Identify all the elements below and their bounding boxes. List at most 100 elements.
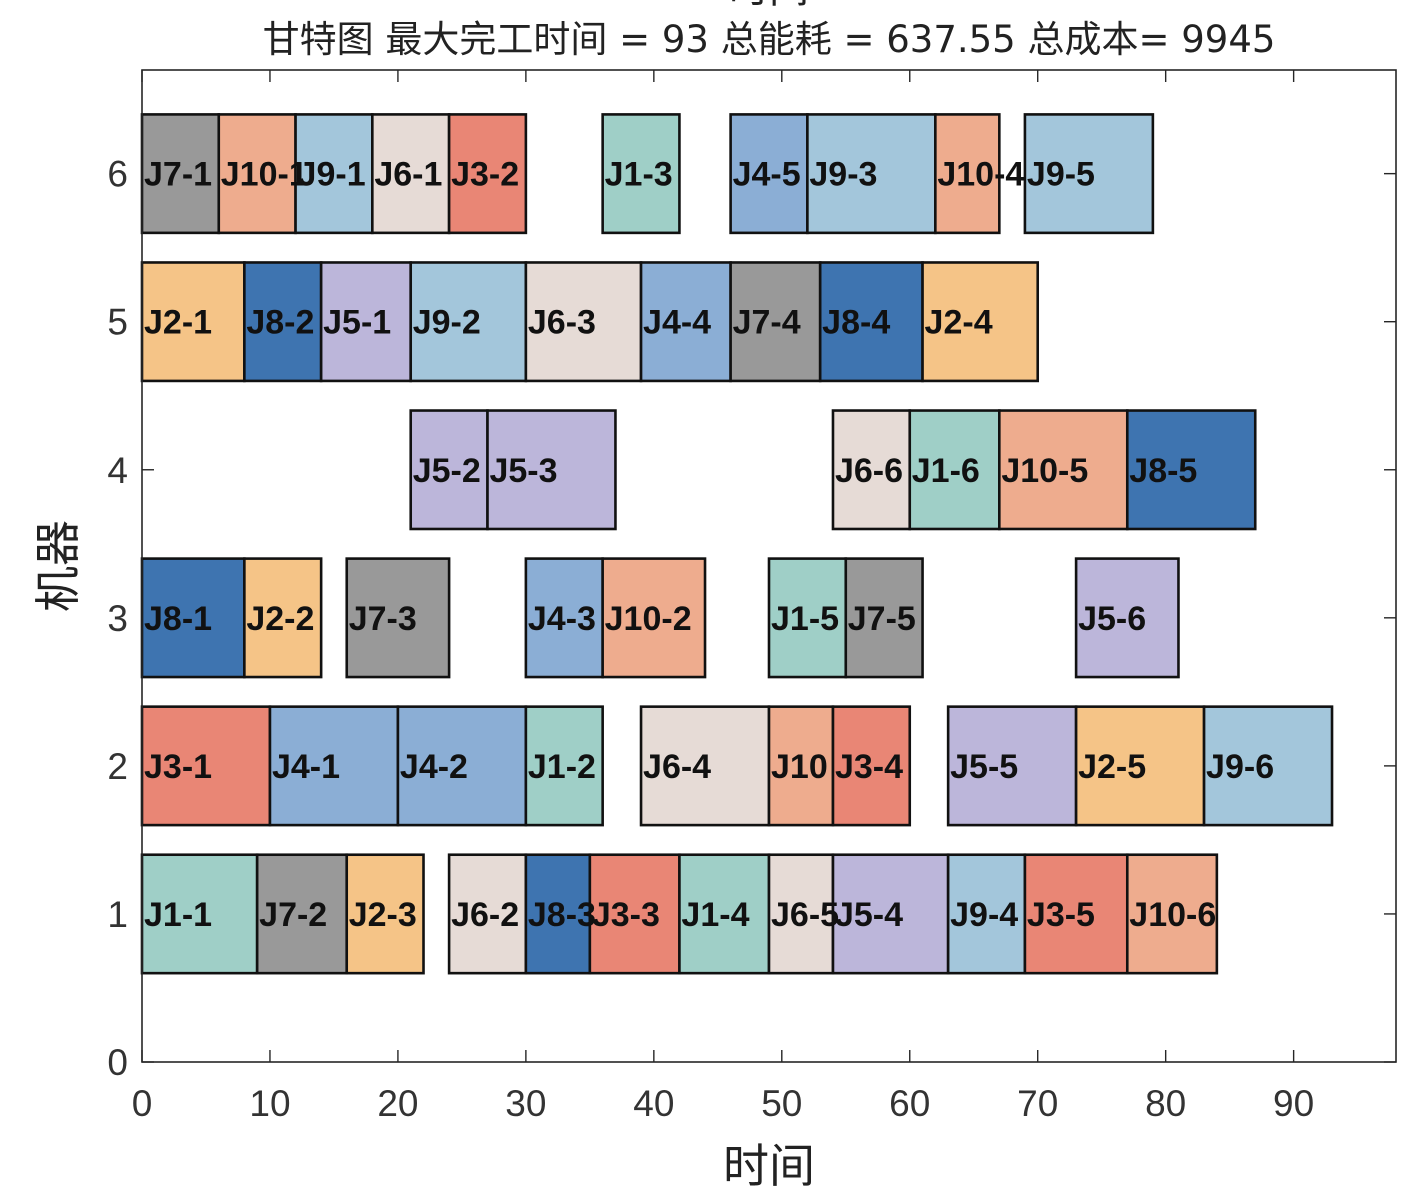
task-bar-j4-4 <box>639 261 732 383</box>
task-label-j5-2: J5-2 <box>413 452 481 490</box>
task-label-j7-1: J7-1 <box>144 156 212 194</box>
task-bar-j2-1 <box>140 261 246 383</box>
task-label-j7-3: J7-3 <box>349 600 417 638</box>
task-bar-j7-1 <box>140 113 221 235</box>
task-bar-j7-5 <box>844 557 924 679</box>
task-label-j8-3: J8-3 <box>528 896 596 934</box>
task-bar-j5-6 <box>1074 557 1180 679</box>
x-axis-label: 时间 <box>723 1139 815 1193</box>
task-label-j3-4: J3-4 <box>835 748 903 786</box>
task-bar-j7-3 <box>345 557 451 679</box>
task-label-j1-4: J1-4 <box>681 896 749 934</box>
task-bar-j10 <box>767 705 835 827</box>
task-label-j10-2: J10-2 <box>605 600 692 638</box>
plot-frame <box>141 69 1397 1063</box>
task-label-j10-6: J10-6 <box>1129 896 1216 934</box>
task-label-j7-2: J7-2 <box>259 896 327 934</box>
task-label-j8-4: J8-4 <box>822 304 890 342</box>
y-tick-label: 0 <box>107 1042 128 1083</box>
task-label-j10-5: J10-5 <box>1001 452 1088 490</box>
task-label-j2-4: J2-4 <box>925 304 993 342</box>
x-tick-label: 20 <box>377 1083 418 1124</box>
task-bar-j7-2 <box>255 853 349 975</box>
task-labels: J7-1 J10-1J9-1 J6-1 J3-2 J1-3 J4-5 J9-3 J10-4 J9… <box>144 156 1274 934</box>
chart-title-top: 时间 <box>729 0 809 12</box>
task-label-j5-1: J5-1 <box>323 304 391 342</box>
task-bar-j7-4 <box>729 261 822 383</box>
y-tick-label: 4 <box>107 450 128 491</box>
task-label-j8-2: J8-2 <box>246 304 314 342</box>
task-bar-j9-2 <box>409 261 528 383</box>
task-label-j1-5: J1-5 <box>771 600 839 638</box>
task-label-j3-1: J3-1 <box>144 748 212 786</box>
task-label-j1-3: J1-3 <box>605 156 673 194</box>
task-label-j6-1: J6-1 <box>374 156 442 194</box>
task-label-j10-4: J10-4 <box>937 156 1024 194</box>
task-label-j4-1: J4-1 <box>272 748 340 786</box>
task-label-j10: J10 <box>771 748 828 786</box>
task-bar-j8-2 <box>243 261 323 383</box>
y-tick-label: 1 <box>107 894 128 935</box>
task-label-j4-3: J4-3 <box>528 600 596 638</box>
task-bar-j8-1 <box>140 557 246 679</box>
task-label-j6-4: J6-4 <box>643 748 711 786</box>
x-tick-label: 0 <box>132 1083 153 1124</box>
y-tick-label: 5 <box>107 302 128 343</box>
task-label-j3-3: J3-3 <box>592 896 660 934</box>
task-bar-j9-3 <box>806 113 937 235</box>
task-label-j2-2: J2-2 <box>246 600 314 638</box>
y-tick-label: 2 <box>107 746 128 787</box>
x-tick-label: 60 <box>889 1083 930 1124</box>
task-bar-j10-2 <box>601 557 707 679</box>
x-tick-label: 10 <box>249 1083 290 1124</box>
task-bar-j8-5 <box>1125 409 1257 531</box>
task-label-j4-4: J4-4 <box>643 304 711 342</box>
task-bar-j10-6 <box>1125 853 1219 975</box>
task-bar-j5-3 <box>486 409 617 531</box>
task-label-j9-2: J9-2 <box>413 304 481 342</box>
task-bar-j6-1 <box>371 113 451 235</box>
task-label-j5-5: J5-5 <box>950 748 1018 786</box>
task-label-j8-1: J8-1 <box>144 600 212 638</box>
x-axis-ticks: 0 10 20 30 40 50 60 70 80 90 <box>132 70 1314 1124</box>
task-bar-j10-1 <box>217 113 297 235</box>
task-bars <box>140 113 1334 975</box>
task-bar-j3-2 <box>447 113 528 235</box>
task-bar-j4-5 <box>729 113 809 235</box>
task-label-j1-6: J1-6 <box>912 452 980 490</box>
task-bar-j6-4 <box>639 705 771 827</box>
task-label-j1-1: J1-1 <box>144 896 212 934</box>
x-tick-label: 80 <box>1145 1083 1186 1124</box>
task-bar-j6-2 <box>447 853 528 975</box>
x-tick-label: 90 <box>1273 1083 1314 1124</box>
task-label-j6-3: J6-3 <box>528 304 596 342</box>
task-bar-j1-3 <box>601 113 681 235</box>
task-label-j5-6: J5-6 <box>1078 600 1146 638</box>
task-bar-j2-3 <box>345 853 425 975</box>
task-label-j3-5: J3-5 <box>1027 896 1095 934</box>
task-label-j8-5: J8-5 <box>1129 452 1197 490</box>
chart-title: 甘特图 最大完工时间 = 93 总能耗 = 637.55 总成本= 9945 <box>263 18 1276 61</box>
task-label-j2-5: J2-5 <box>1078 748 1146 786</box>
y-axis-label: 机器 <box>31 520 85 612</box>
task-label-j4-2: J4-2 <box>400 748 468 786</box>
task-label-j9-3: J9-3 <box>809 156 877 194</box>
task-bar-j4-3 <box>524 557 604 679</box>
y-tick-label: 3 <box>107 598 128 639</box>
task-label-j6-5: J6-5 <box>771 896 839 934</box>
task-bar-j2-4 <box>921 261 1040 383</box>
task-bar-j9-4 <box>946 853 1027 975</box>
task-bar-j6-6 <box>831 409 912 531</box>
task-bar-j10-5 <box>998 409 1129 531</box>
x-tick-label: 40 <box>633 1083 674 1124</box>
task-label-j10-1: J10-1 <box>221 156 308 194</box>
x-tick-label: 30 <box>505 1083 546 1124</box>
task-bar-j4-1 <box>268 705 400 827</box>
task-label-j6-6: J6-6 <box>835 452 903 490</box>
task-bar-j3-4 <box>831 705 912 827</box>
y-tick-label: 6 <box>107 154 128 195</box>
task-label-j5-4: J5-4 <box>835 896 903 934</box>
task-label-j3-2: J3-2 <box>451 156 519 194</box>
task-bar-j8-3 <box>524 853 592 975</box>
